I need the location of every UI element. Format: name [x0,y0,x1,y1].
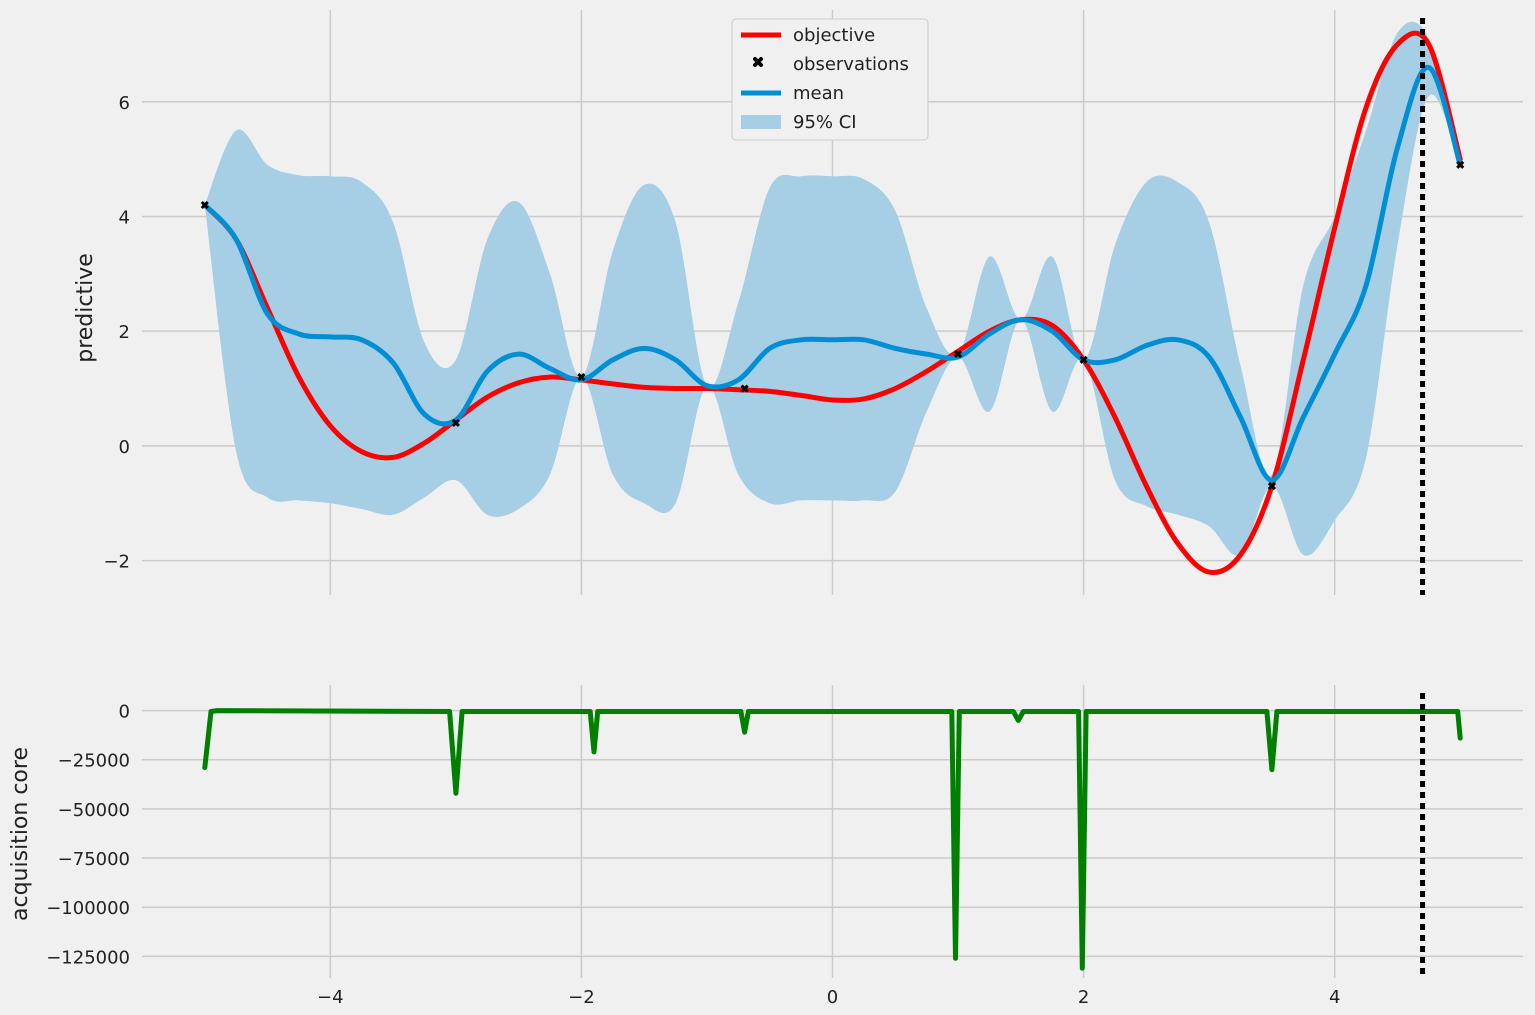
ytick-label: −125000 [46,947,130,968]
legend-observations-swatch [753,57,763,67]
legend-mean-label: mean [793,83,844,104]
observation-marker [1079,355,1088,364]
acquisition-grid [142,685,1523,978]
predictive-ylabel: predictive [73,253,98,363]
observation-marker [1456,160,1465,169]
xtick-label: 2 [1078,987,1089,1008]
observation-marker [953,350,963,359]
acquisition-line [202,708,1463,971]
ytick-label: −100000 [46,898,130,919]
objective-line [202,30,1463,575]
acquisition-ylabel: acquisition core [8,747,33,921]
ytick-label: 0 [119,437,130,458]
xtick-label: 0 [827,987,838,1008]
predictive-yticks: −2 0 2 4 6 [103,93,130,573]
mean-line [202,64,1463,483]
observation-markers [200,160,1465,491]
ytick-label: −2 [103,552,130,573]
ci-band [204,21,1461,556]
observation-marker [200,200,209,210]
legend: objective observations mean 95% CI [731,18,929,141]
ytick-label: −25000 [58,751,130,772]
observation-marker [451,418,460,428]
ytick-label: 4 [119,207,130,228]
observation-marker [577,372,586,382]
xtick-label: −2 [568,987,595,1008]
legend-objective-label: objective [793,25,875,46]
observation-marker [1267,481,1276,491]
acquisition-xticks: −4 −2 0 2 4 [317,987,1340,1008]
ytick-label: −75000 [58,849,130,870]
ytick-label: −50000 [58,800,130,821]
ytick-label: 0 [119,702,130,723]
legend-box [731,18,929,141]
ytick-label: 6 [119,93,130,114]
legend-ci-label: 95% CI [793,112,857,133]
legend-ci-swatch [741,115,781,129]
legend-observations-label: observations [793,54,909,75]
ytick-label: 2 [119,322,130,343]
xtick-label: 4 [1329,987,1340,1008]
observation-marker [740,384,749,393]
acquisition-panel: 0 −25000 −50000 −75000 −100000 −125000 −4 −2 0 2… [8,685,1523,1008]
acquisition-yticks: 0 −25000 −50000 −75000 −100000 −125000 [46,702,130,969]
xtick-label: −4 [317,987,344,1008]
predictive-panel: −2 0 2 4 6 predictive objective observations… [73,10,1523,595]
